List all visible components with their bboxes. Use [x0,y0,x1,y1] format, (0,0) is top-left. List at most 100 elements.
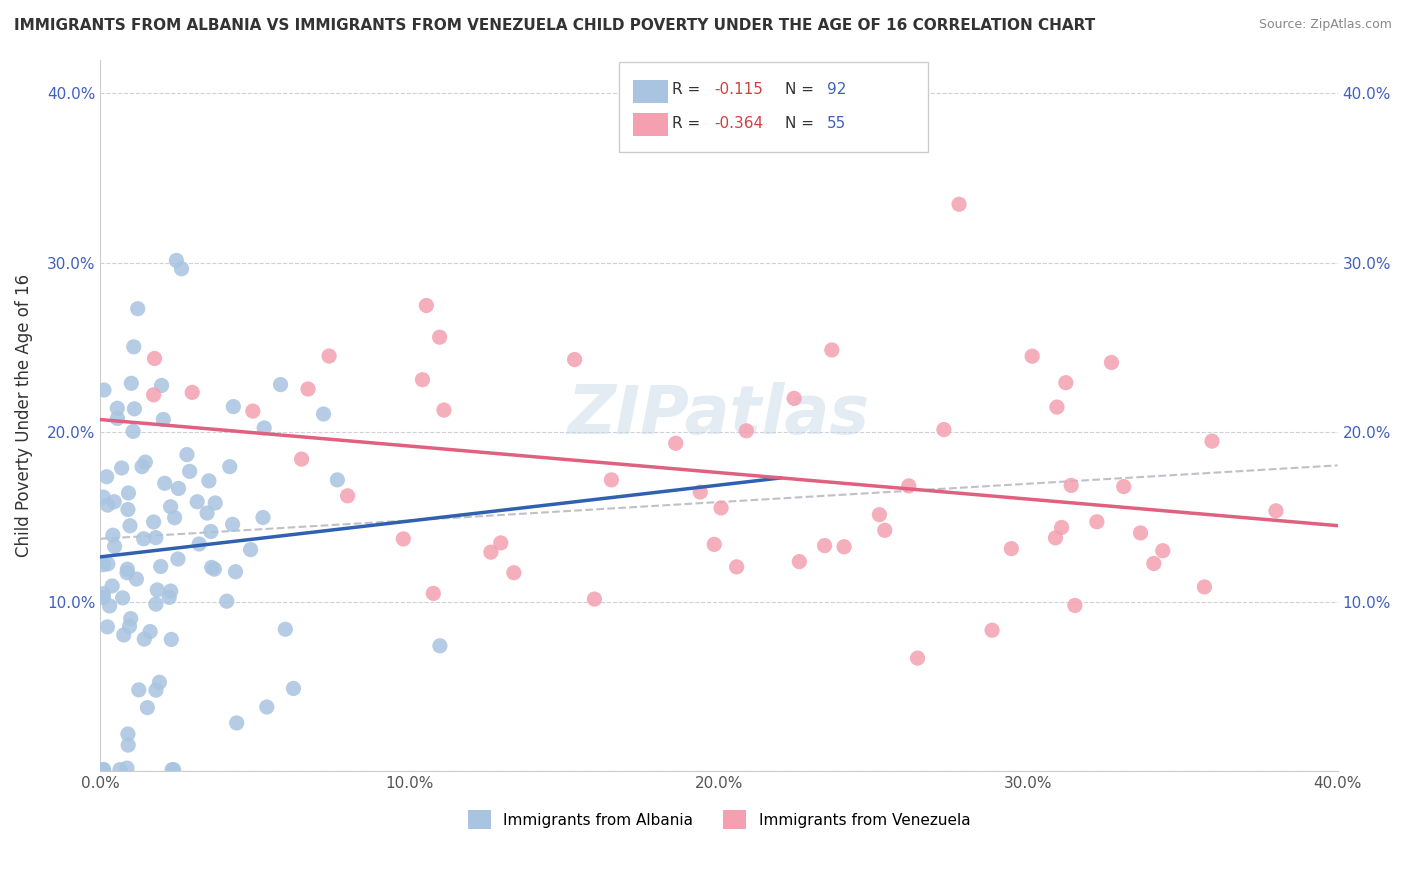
Immigrants from Venezuela [1129,525,1152,540]
Immigrants from Albania [221,517,243,532]
Immigrants from Venezuela [665,436,688,450]
Immigrants from Albania [225,715,247,730]
Immigrants from Albania [134,455,156,469]
Immigrants from Venezuela [411,373,433,387]
Immigrants from Albania [120,611,142,625]
Immigrants from Albania [124,401,146,416]
Immigrants from Albania [97,498,120,512]
Immigrants from Albania [146,582,169,597]
Immigrants from Albania [145,683,167,698]
Immigrants from Albania [125,572,148,586]
Immigrants from Albania [127,301,149,316]
Immigrants from Albania [111,591,134,605]
Immigrants from Albania [159,584,181,599]
Immigrants from Albania [157,591,180,605]
Text: Source: ZipAtlas.com: Source: ZipAtlas.com [1258,18,1392,31]
Immigrants from Albania [96,469,118,483]
Immigrants from Albania [149,559,172,574]
Immigrants from Albania [274,622,297,636]
Immigrants from Venezuela [1064,599,1087,613]
Immigrants from Venezuela [981,624,1004,638]
Immigrants from Albania [122,425,145,439]
Immigrants from Venezuela [1112,479,1135,493]
Immigrants from Albania [101,579,124,593]
Text: R =: R = [672,116,706,130]
Immigrants from Venezuela [1045,531,1067,545]
Immigrants from Albania [222,400,245,414]
Immigrants from Albania [118,619,141,633]
Y-axis label: Child Poverty Under the Age of 16: Child Poverty Under the Age of 16 [15,274,32,557]
Immigrants from Albania [170,261,193,276]
Immigrants from Venezuela [564,352,586,367]
Immigrants from Venezuela [783,392,806,406]
Immigrants from Albania [218,459,240,474]
Immigrants from Albania [139,624,162,639]
Immigrants from Albania [429,639,451,653]
Immigrants from Albania [101,528,124,542]
Immigrants from Albania [117,738,139,752]
Immigrants from Venezuela [1085,515,1108,529]
Immigrants from Albania [115,566,138,580]
Immigrants from Venezuela [291,452,314,467]
Immigrants from Albania [112,628,135,642]
Immigrants from Albania [98,599,121,613]
Immigrants from Albania [312,407,335,421]
Immigrants from Albania [117,486,139,500]
Text: -0.115: -0.115 [714,82,763,96]
Immigrants from Venezuela [868,508,890,522]
Immigrants from Venezuela [242,404,264,418]
Immigrants from Albania [111,461,134,475]
Immigrants from Albania [145,531,167,545]
Immigrants from Albania [148,675,170,690]
Immigrants from Venezuela [1000,541,1022,556]
Immigrants from Albania [117,562,139,576]
Immigrants from Albania [188,537,211,551]
Immigrants from Venezuela [813,539,835,553]
Immigrants from Albania [239,542,262,557]
Immigrants from Venezuela [297,382,319,396]
Immigrants from Albania [153,476,176,491]
Immigrants from Albania [160,632,183,647]
Immigrants from Venezuela [489,536,512,550]
Immigrants from Albania [97,557,120,571]
Legend: Immigrants from Albania, Immigrants from Venezuela: Immigrants from Albania, Immigrants from… [461,804,976,835]
Immigrants from Venezuela [433,403,456,417]
Immigrants from Venezuela [1054,376,1077,390]
Immigrants from Albania [134,632,156,646]
Immigrants from Albania [145,597,167,611]
Immigrants from Venezuela [1021,349,1043,363]
Text: 92: 92 [827,82,846,96]
Immigrants from Albania [195,506,218,520]
Immigrants from Albania [270,377,292,392]
Immigrants from Albania [204,496,226,510]
Immigrants from Venezuela [422,586,444,600]
Immigrants from Albania [136,700,159,714]
Immigrants from Venezuela [583,592,606,607]
Immigrants from Albania [142,515,165,529]
Immigrants from Venezuela [789,555,811,569]
Immigrants from Venezuela [735,424,758,438]
Immigrants from Albania [150,378,173,392]
Immigrants from Albania [198,474,221,488]
Text: IMMIGRANTS FROM ALBANIA VS IMMIGRANTS FROM VENEZUELA CHILD POVERTY UNDER THE AGE: IMMIGRANTS FROM ALBANIA VS IMMIGRANTS FR… [14,18,1095,33]
Text: N =: N = [785,82,818,96]
Immigrants from Venezuela [336,489,359,503]
Immigrants from Albania [186,495,208,509]
Immigrants from Venezuela [821,343,844,357]
Immigrants from Venezuela [689,485,711,500]
Immigrants from Venezuela [725,560,748,574]
Immigrants from Albania [200,524,222,539]
Immigrants from Albania [105,401,128,416]
Immigrants from Albania [160,763,183,777]
Immigrants from Albania [152,412,174,426]
Immigrants from Albania [117,727,139,741]
Immigrants from Albania [103,540,125,554]
Immigrants from Venezuela [600,473,623,487]
Immigrants from Venezuela [1194,580,1216,594]
Immigrants from Albania [215,594,238,608]
Immigrants from Venezuela [948,197,970,211]
Immigrants from Albania [167,482,190,496]
Immigrants from Venezuela [318,349,340,363]
Immigrants from Albania [115,761,138,775]
Immigrants from Venezuela [1152,543,1174,558]
